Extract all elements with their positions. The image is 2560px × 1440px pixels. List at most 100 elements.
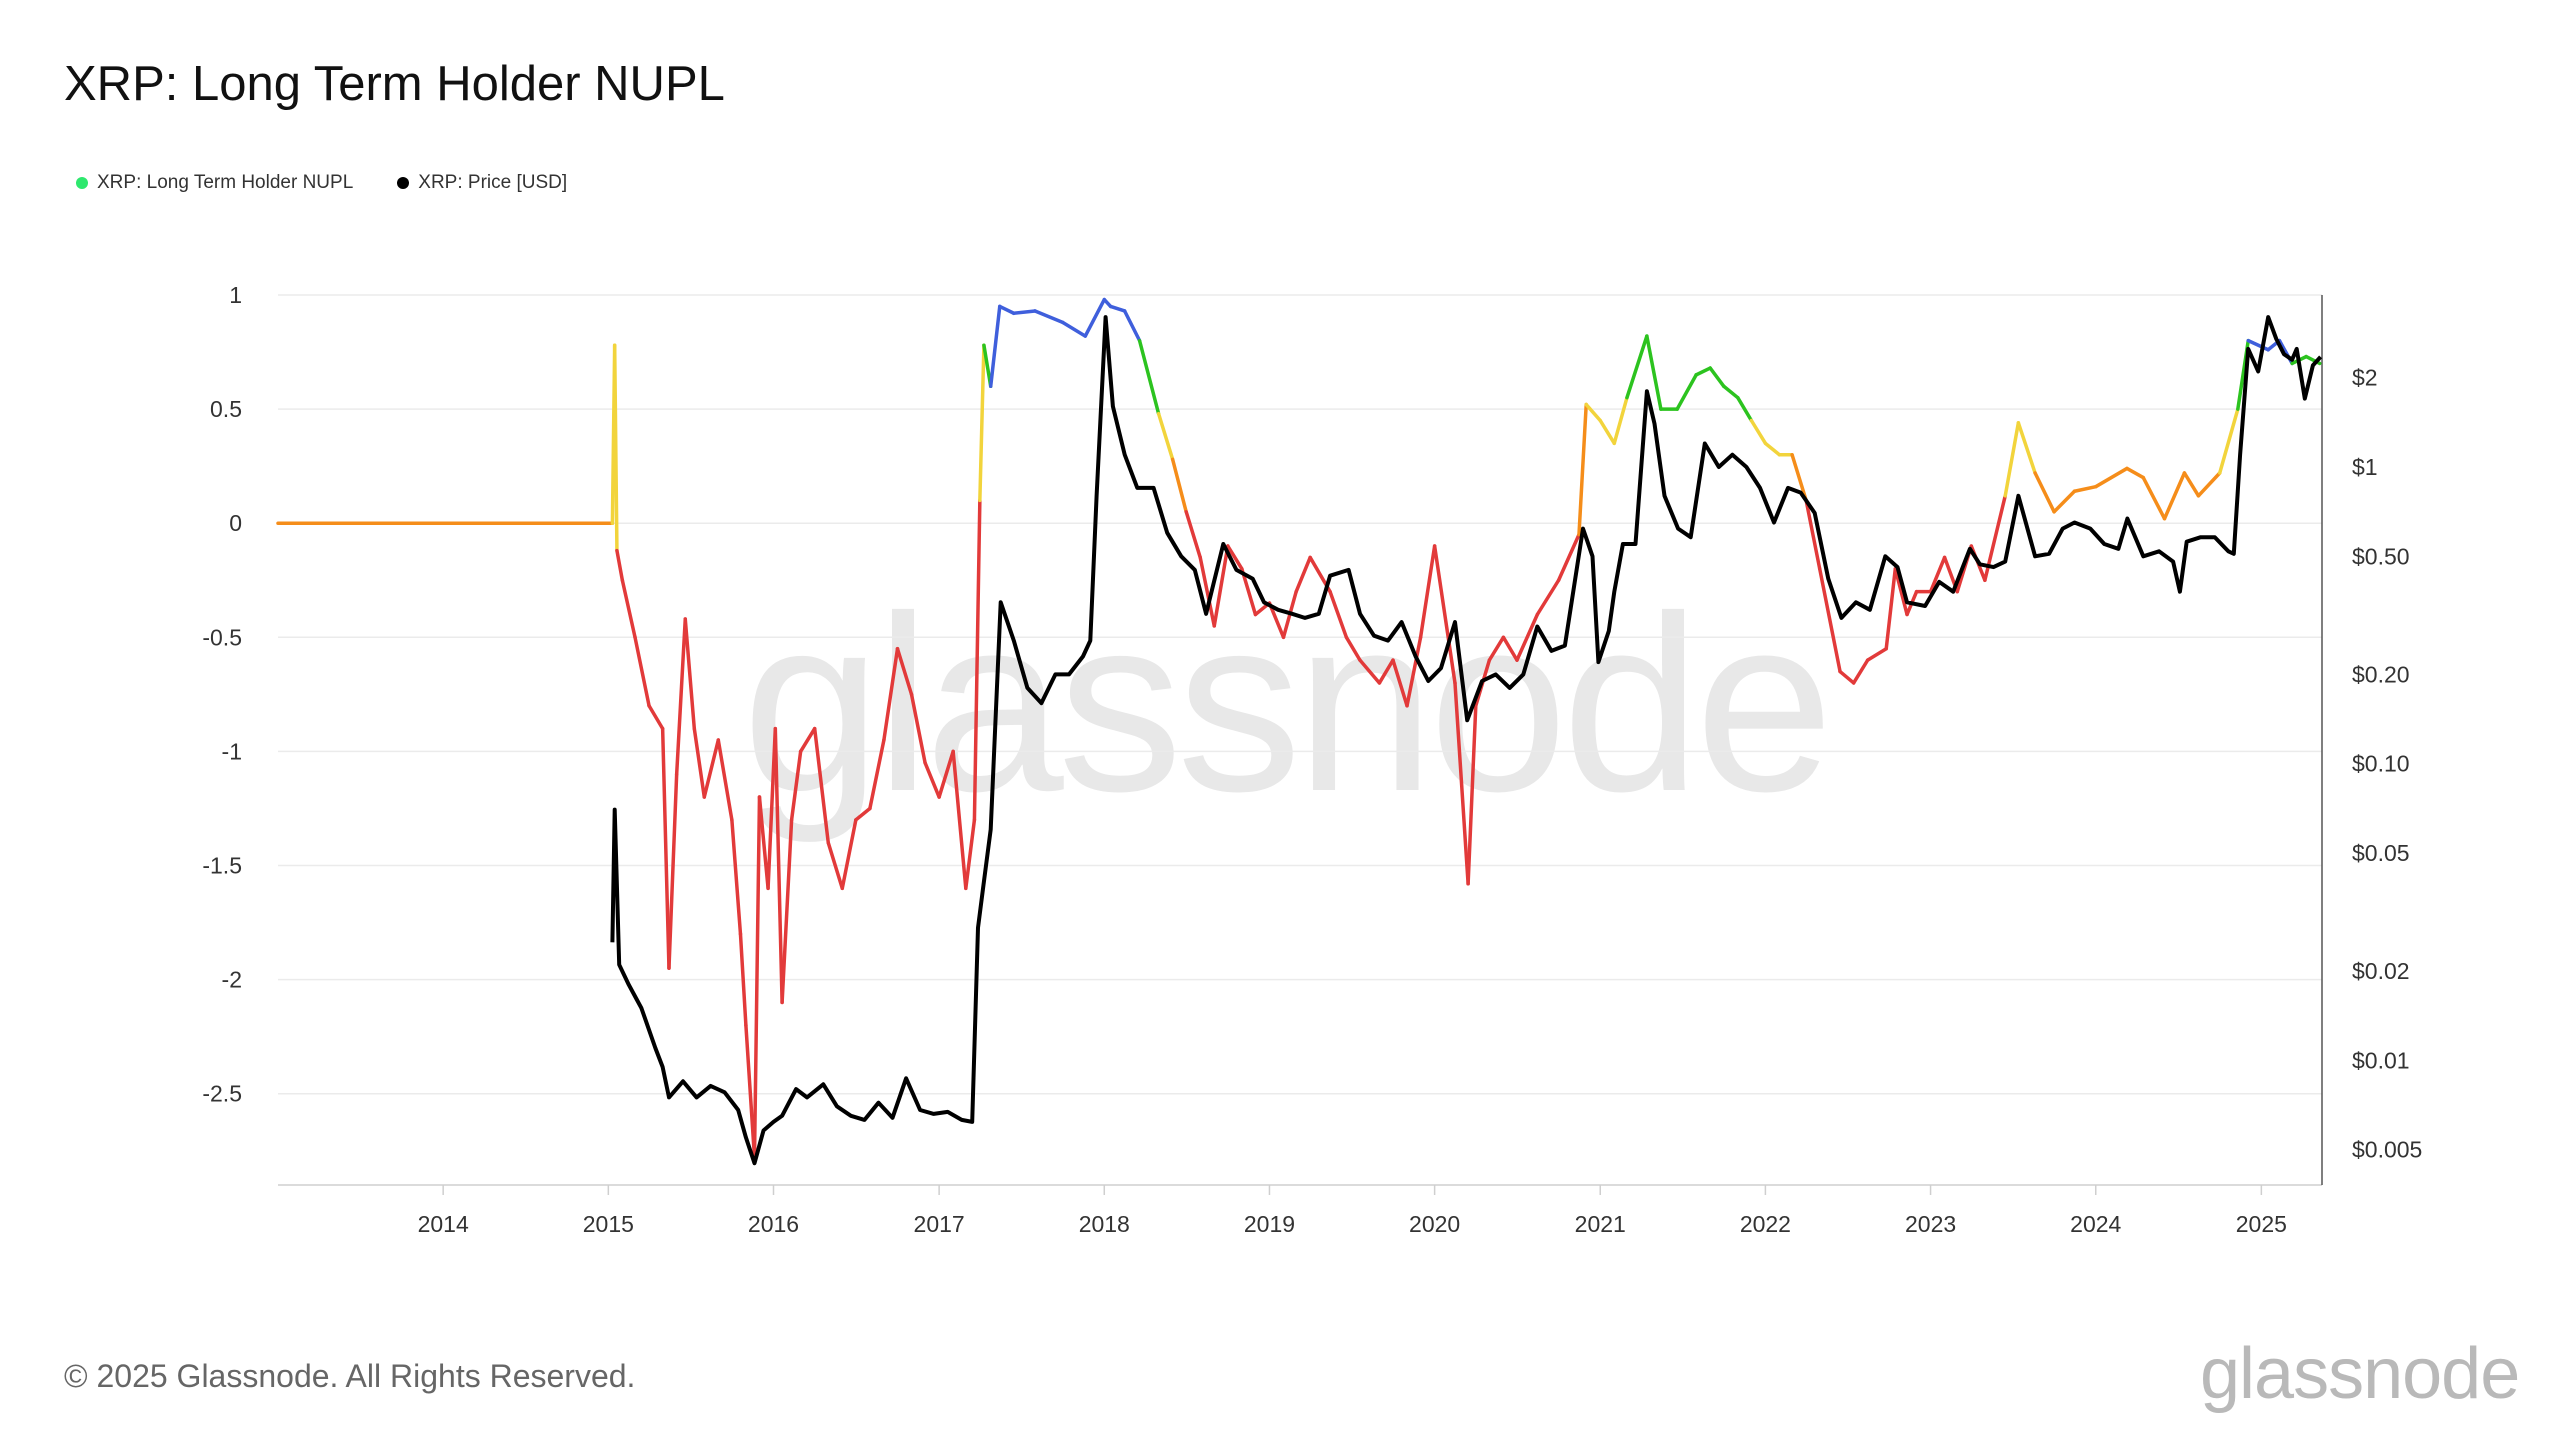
chart-legend: XRP: Long Term Holder NUPL XRP: Price [U… <box>76 172 567 194</box>
nupl-segment <box>1358 658 1382 685</box>
nupl-segment <box>773 726 784 1005</box>
nupl-segment <box>1344 635 1362 662</box>
nupl-segment <box>1865 646 1888 662</box>
nupl-segment <box>1804 498 1822 571</box>
nupl-segment <box>951 749 968 891</box>
nupl-segment <box>1722 384 1740 400</box>
nupl-segment <box>2093 466 2129 489</box>
nupl-segment <box>1645 334 1663 411</box>
nupl-segment <box>1851 658 1870 685</box>
nupl-segment <box>683 617 697 731</box>
nupl-segment <box>716 738 734 822</box>
left-tick-label: 0.5 <box>210 396 242 422</box>
left-tick-label: -2.5 <box>202 1081 242 1107</box>
x-tick-label: 2024 <box>2070 1211 2121 1237</box>
nupl-segment <box>1535 578 1561 617</box>
nupl-segment <box>1377 658 1395 685</box>
nupl-segment <box>789 749 803 822</box>
nupl-segment <box>674 617 688 776</box>
nupl-segment <box>798 726 817 754</box>
nupl-segment <box>2141 475 2167 521</box>
legend-label-nupl: XRP: Long Term Holder NUPL <box>97 172 354 193</box>
nupl-segment <box>854 806 872 822</box>
x-tick-label: 2016 <box>748 1211 799 1237</box>
nupl-segment <box>1240 567 1258 617</box>
x-axis: 2014 2015 2016 2017 2018 2019 2020 2021 2022 2023… <box>418 1185 2287 1237</box>
nupl-segment <box>1122 309 1142 343</box>
nupl-segment <box>1675 373 1698 411</box>
legend-item-price[interactable]: XRP: Price [USD] <box>397 172 567 194</box>
nupl-segment <box>1212 544 1230 628</box>
nupl-segment <box>1418 544 1437 640</box>
nupl-segment <box>937 749 955 799</box>
nupl-segment <box>868 738 886 811</box>
right-tick-label: $0.10 <box>2352 751 2410 777</box>
nupl-segment <box>1487 635 1506 662</box>
nupl-segment <box>780 818 794 1005</box>
left-tick-label: -0.5 <box>202 624 242 650</box>
left-tick-label: 1 <box>229 282 242 308</box>
nupl-segment <box>1391 658 1409 708</box>
right-tick-label: $2 <box>2352 365 2378 391</box>
nupl-segment <box>1405 635 1423 708</box>
nupl-segment <box>2246 338 2270 352</box>
nupl-segment <box>2196 471 2222 498</box>
left-tick-label: -2 <box>222 967 242 993</box>
nupl-segment <box>998 304 1016 316</box>
nupl-segment <box>730 818 743 936</box>
nupl-segment <box>2016 421 2037 475</box>
nupl-segment <box>1226 544 1244 571</box>
left-tick-label: -1.5 <box>202 853 242 879</box>
right-tick-label: $0.02 <box>2352 958 2410 984</box>
watermark-text: glassnode <box>742 564 1828 843</box>
nupl-segment <box>660 726 671 970</box>
nupl-segment <box>1817 567 1842 674</box>
nupl-segment <box>757 795 770 891</box>
right-tick-label: $0.005 <box>2352 1137 2422 1163</box>
x-tick-label: 2015 <box>583 1211 634 1237</box>
nupl-segment <box>895 646 914 697</box>
nupl-segment <box>1184 510 1202 560</box>
nupl-segment <box>1556 532 1581 583</box>
nupl-segment <box>1453 681 1470 886</box>
nupl-segment <box>620 578 637 640</box>
legend-item-nupl[interactable]: XRP: Long Term Holder NUPL <box>76 172 353 194</box>
right-tick-label: $0.20 <box>2352 661 2410 687</box>
right-tick-label: $0.50 <box>2352 543 2410 569</box>
nupl-segment <box>1893 567 1909 617</box>
nupl-segment <box>840 818 858 891</box>
left-tick-label: 0 <box>229 510 242 536</box>
nupl-segment <box>1170 457 1188 514</box>
nupl-segment <box>692 726 707 799</box>
grid-lines <box>278 294 2323 1186</box>
left-tick-label: -1 <box>222 738 242 764</box>
nupl-segment <box>1515 612 1540 662</box>
nupl-segment <box>1432 544 1457 685</box>
nupl-segment <box>978 343 986 503</box>
nupl-segment <box>1749 418 1768 446</box>
nupl-segment <box>633 635 651 708</box>
legend-dot-nupl <box>76 177 88 189</box>
price-series <box>610 315 2323 1166</box>
nupl-segment <box>1294 555 1312 594</box>
nupl-segment <box>766 726 778 891</box>
nupl-segment <box>667 772 679 970</box>
nupl-segment <box>964 818 977 891</box>
nupl-segment <box>1763 441 1782 457</box>
nupl-segment <box>1328 589 1349 640</box>
nupl-segment <box>1033 309 1065 325</box>
nupl-segment <box>1083 297 1107 338</box>
left-axis: 1 0.5 0 -0.5 -1 -1.5 -2 -2.5 <box>202 282 242 1107</box>
nupl-segment <box>988 304 1002 389</box>
nupl-segment <box>1598 418 1617 446</box>
nupl-segment <box>1884 567 1898 651</box>
nupl-segment <box>1584 402 1602 423</box>
brand-logo: glassnode <box>2200 1334 2520 1414</box>
right-tick-label: $0.05 <box>2352 840 2410 866</box>
nupl-segment <box>1012 309 1037 316</box>
x-tick-label: 2018 <box>1079 1211 1130 1237</box>
nupl-segment <box>612 343 619 553</box>
nupl-segment <box>1694 366 1712 377</box>
nupl-segment <box>1267 601 1286 640</box>
x-tick-label: 2025 <box>2236 1211 2287 1237</box>
